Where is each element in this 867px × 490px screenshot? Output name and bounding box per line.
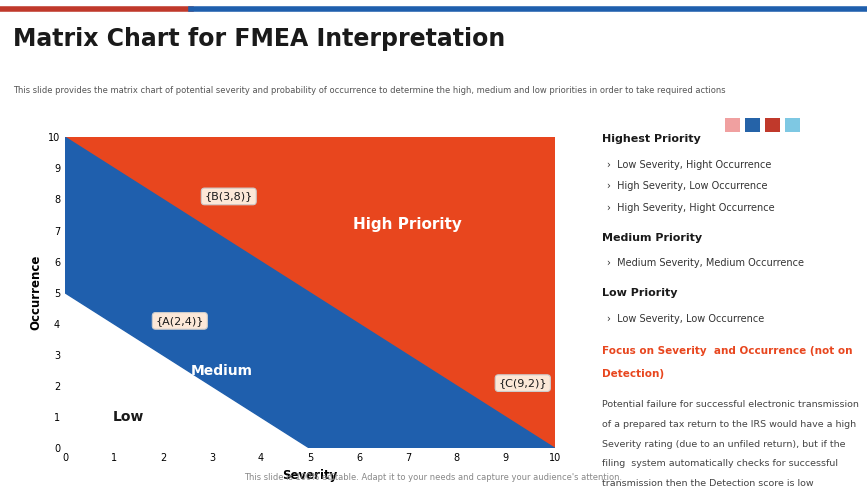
- Polygon shape: [65, 137, 555, 448]
- FancyBboxPatch shape: [745, 118, 760, 132]
- Text: ›  High Severity, Low Occurrence: › High Severity, Low Occurrence: [607, 181, 768, 192]
- Text: High Priority: High Priority: [354, 217, 462, 232]
- Text: Potential failure for successful electronic transmission: Potential failure for successful electro…: [602, 400, 859, 409]
- Text: transmission then the Detection score is low: transmission then the Detection score is…: [602, 479, 813, 488]
- Text: Matrix Chart for FMEA Interpretation: Matrix Chart for FMEA Interpretation: [13, 27, 505, 51]
- Text: Highest Priority: Highest Priority: [602, 134, 701, 145]
- Text: Focus on Severity  and Occurrence (not on: Focus on Severity and Occurrence (not on: [602, 345, 852, 356]
- Text: {B(3,8)}: {B(3,8)}: [205, 192, 253, 201]
- FancyBboxPatch shape: [785, 118, 800, 132]
- Text: ›  High Severity, Hight Occurrence: › High Severity, Hight Occurrence: [607, 203, 775, 213]
- Text: Low Priority: Low Priority: [602, 288, 677, 298]
- FancyBboxPatch shape: [725, 118, 740, 132]
- Text: Low: Low: [113, 410, 145, 424]
- Text: Medium Priority: Medium Priority: [602, 233, 702, 243]
- Text: Detection): Detection): [602, 369, 664, 379]
- Text: Medium: Medium: [191, 364, 253, 378]
- X-axis label: Severity: Severity: [283, 469, 337, 482]
- Text: {A(2,4)}: {A(2,4)}: [156, 316, 204, 326]
- Text: {C(9,2)}: {C(9,2)}: [499, 378, 547, 388]
- Polygon shape: [65, 137, 555, 448]
- Text: This slide provides the matrix chart of potential severity and probability of oc: This slide provides the matrix chart of …: [13, 86, 726, 95]
- Text: This slide is 100% editable. Adapt it to your needs and capture your audience's : This slide is 100% editable. Adapt it to…: [244, 473, 623, 482]
- Y-axis label: Occurrence: Occurrence: [29, 255, 42, 330]
- Text: ›  Medium Severity, Medium Occurrence: › Medium Severity, Medium Occurrence: [607, 258, 805, 269]
- Text: ›  Low Severity, Hight Occurrence: › Low Severity, Hight Occurrence: [607, 160, 772, 170]
- Text: ›  Low Severity, Low Occurrence: › Low Severity, Low Occurrence: [607, 314, 765, 324]
- Text: of a prepared tax return to the IRS would have a high: of a prepared tax return to the IRS woul…: [602, 420, 856, 429]
- FancyBboxPatch shape: [765, 118, 780, 132]
- Text: Severity rating (due to an unfiled return), but if the: Severity rating (due to an unfiled retur…: [602, 440, 845, 448]
- Text: filing  system automatically checks for successful: filing system automatically checks for s…: [602, 459, 838, 468]
